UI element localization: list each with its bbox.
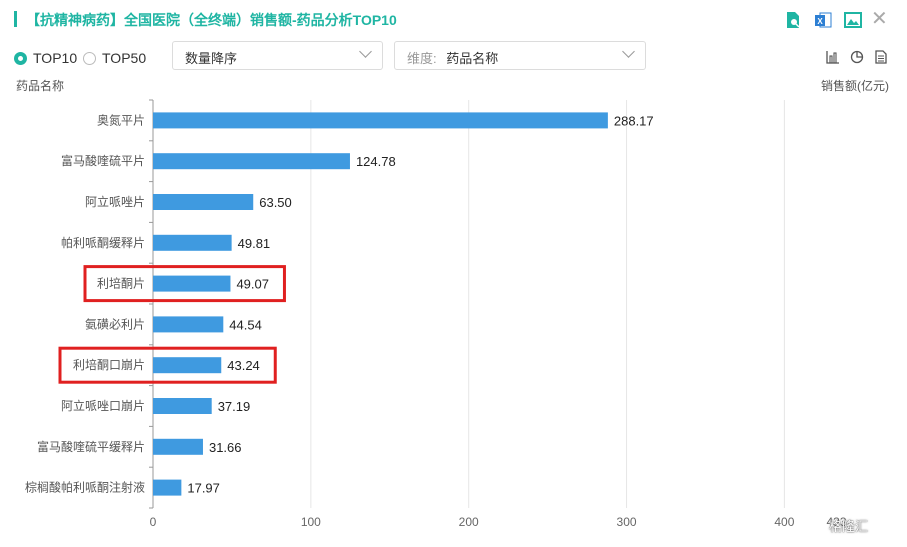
close-icon[interactable]: ✕ [871,8,888,30]
x-tick-label: 200 [459,515,479,529]
y-tick-label: 利培酮口崩片 [73,357,145,372]
data-label: 44.54 [229,317,262,332]
highlight-box [83,265,286,303]
data-label: 17.97 [187,481,220,496]
highlight-box [58,346,277,384]
data-label: 49.07 [236,277,269,292]
dimension-label: 维度: [407,51,437,66]
svg-text:X: X [817,17,823,26]
x-axis-title: 销售额(亿元) [821,79,889,93]
x-tick-label: 400 [774,515,794,529]
watermark-text: 格隆汇 [829,519,869,534]
x-tick-label: 0 [150,515,157,529]
y-tick-label: 氨磺必利片 [85,317,145,331]
bar-chart-icon[interactable] [826,50,840,64]
x-tick-label: 100 [301,515,321,529]
title-accent-bar [14,11,17,27]
bar [153,479,182,496]
y-axis-title: 药品名称 [16,79,65,93]
document-icon[interactable] [874,50,888,64]
data-label: 124.78 [356,154,396,169]
file-search-icon[interactable] [784,11,802,29]
bar [153,194,254,210]
x-tick-label: 300 [617,515,637,529]
dimension-select-text: 维度: 药品名称 [407,48,498,67]
sort-select-value: 数量降序 [185,51,238,66]
y-tick-label: 阿立哌唑片 [85,194,145,209]
y-tick-label: 富马酸喹硫平片 [61,153,145,168]
bar [153,357,222,374]
bar [153,316,224,333]
x-tick-label: 433 [826,515,846,529]
data-label: 43.24 [227,358,260,373]
y-tick-label: 帕利哌酮缓释片 [61,235,145,250]
radio-top10[interactable]: TOP10 [14,50,77,66]
data-label: 37.19 [218,399,251,414]
data-label: 288.17 [614,113,654,128]
y-tick-label: 利培酮片 [97,276,145,291]
radio-unselected-icon [83,51,96,65]
data-label: 31.66 [209,440,242,455]
header-bar: 【抗精神病药】全国医院（全终端）销售额-药品分析TOP10 X ✕ [0,0,907,40]
excel-export-icon[interactable]: X [814,11,832,29]
pie-chart-icon[interactable] [850,50,864,64]
y-tick-label: 棕榈酸帕利哌酮注射液 [25,480,145,495]
image-export-icon[interactable] [844,11,862,29]
bar [153,438,203,455]
radio-selected-icon [14,51,27,65]
y-tick-label: 富马酸喹硫平缓释片 [37,439,145,454]
bar [153,153,350,170]
bar [153,112,608,129]
dimension-select[interactable]: 维度: 药品名称 [394,41,646,70]
bar [153,234,232,251]
sort-select[interactable]: 数量降序 [172,41,383,70]
radio-top50-label: TOP50 [102,50,147,66]
bar [153,398,212,414]
data-label: 63.50 [259,195,292,210]
data-label: 49.81 [238,236,271,251]
radio-top50[interactable]: TOP50 [83,50,146,66]
bar [153,275,231,292]
page-title: 【抗精神病药】全国医院（全终端）销售额-药品分析TOP10 [26,12,397,28]
y-tick-label: 奥氮平片 [97,112,145,127]
y-tick-label: 阿立哌唑口崩片 [61,398,145,413]
dimension-value: 药品名称 [446,51,499,66]
radio-top10-label: TOP10 [33,50,78,66]
